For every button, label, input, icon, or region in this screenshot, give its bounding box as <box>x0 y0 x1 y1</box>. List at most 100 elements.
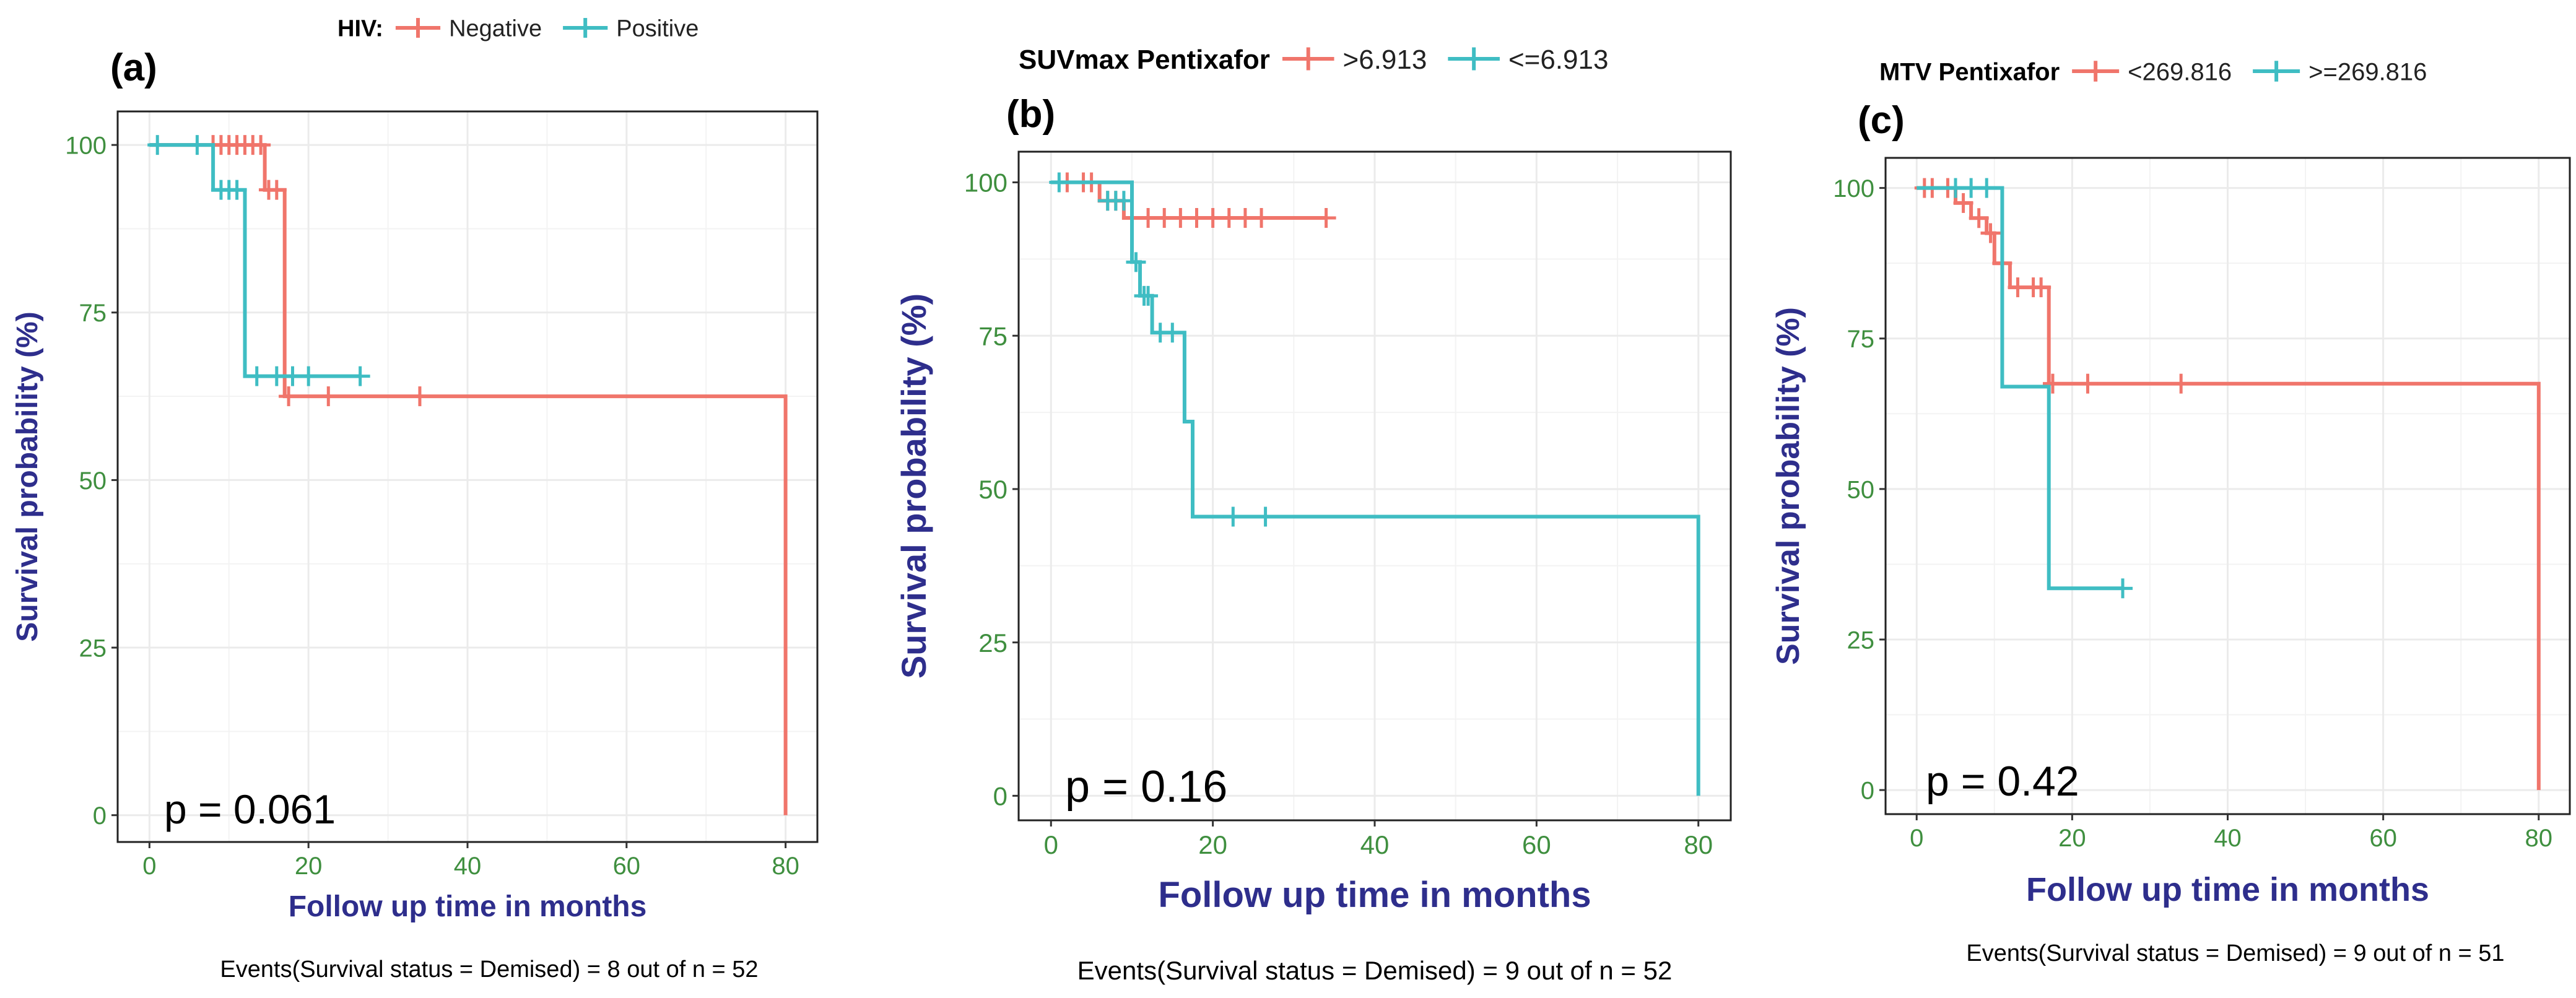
y-tick-label: 25 <box>1847 627 1875 654</box>
series-<=6.913 <box>1049 172 1700 796</box>
censor-mark <box>1953 193 1973 213</box>
panel-label: (a) <box>110 46 157 89</box>
x-tick-label: 80 <box>1684 830 1713 859</box>
censor-mark <box>1316 208 1336 228</box>
legend-label: Positive <box>616 16 698 42</box>
panel-label: (b) <box>1006 93 1055 136</box>
p-value: p = 0.42 <box>1926 758 2079 805</box>
legend-label: <=6.913 <box>1508 45 1609 75</box>
legend-label: <269.816 <box>2128 58 2232 85</box>
x-tick-label: 40 <box>1360 830 1390 859</box>
censor-mark <box>350 366 370 386</box>
legend-label: >6.913 <box>1343 45 1427 75</box>
censor-mark <box>266 180 287 200</box>
legend-key->6.913: >6.913 <box>1282 45 1427 75</box>
p-value: p = 0.061 <box>164 786 336 832</box>
y-tick-label: 0 <box>1861 778 1874 805</box>
events-caption: Events(Survival status = Demised) = 9 ou… <box>1077 956 1673 985</box>
x-tick-label: 0 <box>1910 825 1923 852</box>
censor-mark <box>187 135 207 155</box>
legend-title: MTV Pentixafor <box>1879 58 2060 85</box>
censor-mark <box>1255 506 1276 527</box>
x-tick-label: 80 <box>772 853 799 880</box>
y-tick-label: 50 <box>978 475 1007 504</box>
censor-mark <box>1162 323 1183 343</box>
censor-mark <box>1251 208 1272 228</box>
series-Positive <box>147 135 370 386</box>
y-tick-label: 25 <box>79 635 107 662</box>
censor-mark <box>318 386 339 407</box>
km-panel-b: 0 20 40 60 80 0 25 50 75 100 Follow up time in mon… <box>894 45 1732 985</box>
x-tick-label: 60 <box>2369 825 2397 852</box>
censor-mark <box>2112 578 2133 599</box>
x-tick-label: 0 <box>142 853 156 880</box>
censor-mark <box>147 135 168 155</box>
censor-mark <box>227 180 247 200</box>
events-caption: Events(Survival status = Demised) = 9 ou… <box>1966 940 2504 966</box>
x-axis-title: Follow up time in months <box>289 890 647 923</box>
x-tick-label: 40 <box>454 853 482 880</box>
y-tick-label: 75 <box>978 321 1007 350</box>
censor-mark <box>2171 373 2191 394</box>
y-tick-label: 25 <box>978 628 1007 657</box>
censor-mark <box>1113 191 1134 211</box>
x-axis-title: Follow up time in months <box>1158 875 1591 915</box>
events-caption: Events(Survival status = Demised) = 8 ou… <box>220 957 758 983</box>
censor-mark <box>1223 506 1243 527</box>
legend-key-<=6.913: <=6.913 <box>1448 45 1608 75</box>
x-tick-label: 20 <box>1198 830 1227 859</box>
x-tick-label: 0 <box>1044 830 1058 859</box>
censor-mark <box>298 366 319 386</box>
legend: SUVmax Pentixafor >6.913 <=6.913 <box>1019 45 1608 75</box>
x-tick-label: 60 <box>1522 830 1551 859</box>
censor-mark <box>1049 172 1069 193</box>
censor-mark <box>1126 252 1146 272</box>
censor-mark <box>2078 373 2098 394</box>
censor-mark <box>1969 208 1989 228</box>
y-tick-label: 100 <box>65 132 107 160</box>
y-tick-label: 100 <box>964 168 1007 197</box>
panel-label: (c) <box>1858 99 1905 142</box>
x-axis-title: Follow up time in months <box>2026 871 2429 908</box>
censor-mark <box>246 366 267 386</box>
y-tick-label: 0 <box>993 781 1007 810</box>
legend-label: Negative <box>449 16 542 42</box>
gridlines <box>1886 158 2570 814</box>
y-axis-title: Survival probability (%) <box>11 311 44 641</box>
legend-title: HIV: <box>337 16 383 42</box>
legend-key-<269.816: <269.816 <box>2072 58 2232 85</box>
gridlines <box>118 111 817 842</box>
x-tick-label: 20 <box>295 853 323 880</box>
y-tick-label: 50 <box>79 467 107 495</box>
censor-mark <box>1980 223 2001 243</box>
km-panel-c: 0 20 40 60 80 0 25 50 75 100 Follow up time in mon… <box>1770 58 2571 966</box>
censor-mark <box>279 386 299 407</box>
censor-mark <box>1138 285 1159 306</box>
legend: MTV Pentixafor <269.816 >=269.816 <box>1879 58 2427 85</box>
series-Negative <box>149 135 788 815</box>
legend-key-Positive: Positive <box>563 16 698 42</box>
y-tick-label: 0 <box>93 802 107 830</box>
censor-mark <box>1977 178 1997 198</box>
x-tick-label: 80 <box>2525 825 2553 852</box>
x-tick-label: 20 <box>2058 825 2086 852</box>
y-axis-title: Survival probability (%) <box>894 293 933 679</box>
y-tick-label: 50 <box>1847 476 1875 503</box>
series->=269.816 <box>1917 178 2133 599</box>
x-tick-label: 40 <box>2214 825 2242 852</box>
censor-mark <box>251 135 271 155</box>
legend: HIV: Negative Positive <box>337 16 698 42</box>
y-axis-title: Survival probability (%) <box>1770 307 1806 665</box>
x-tick-label: 60 <box>613 853 641 880</box>
y-tick-label: 75 <box>1847 326 1875 353</box>
y-tick-label: 100 <box>1833 175 1874 202</box>
censor-mark <box>409 386 430 407</box>
legend-label: >=269.816 <box>2308 58 2427 85</box>
y-tick-label: 75 <box>79 300 107 327</box>
censor-mark <box>2031 277 2052 298</box>
censor-mark <box>2042 373 2063 394</box>
legend-key->=269.816: >=269.816 <box>2253 58 2427 85</box>
p-value: p = 0.16 <box>1065 762 1227 812</box>
legend-title: SUVmax Pentixafor <box>1019 45 1270 75</box>
